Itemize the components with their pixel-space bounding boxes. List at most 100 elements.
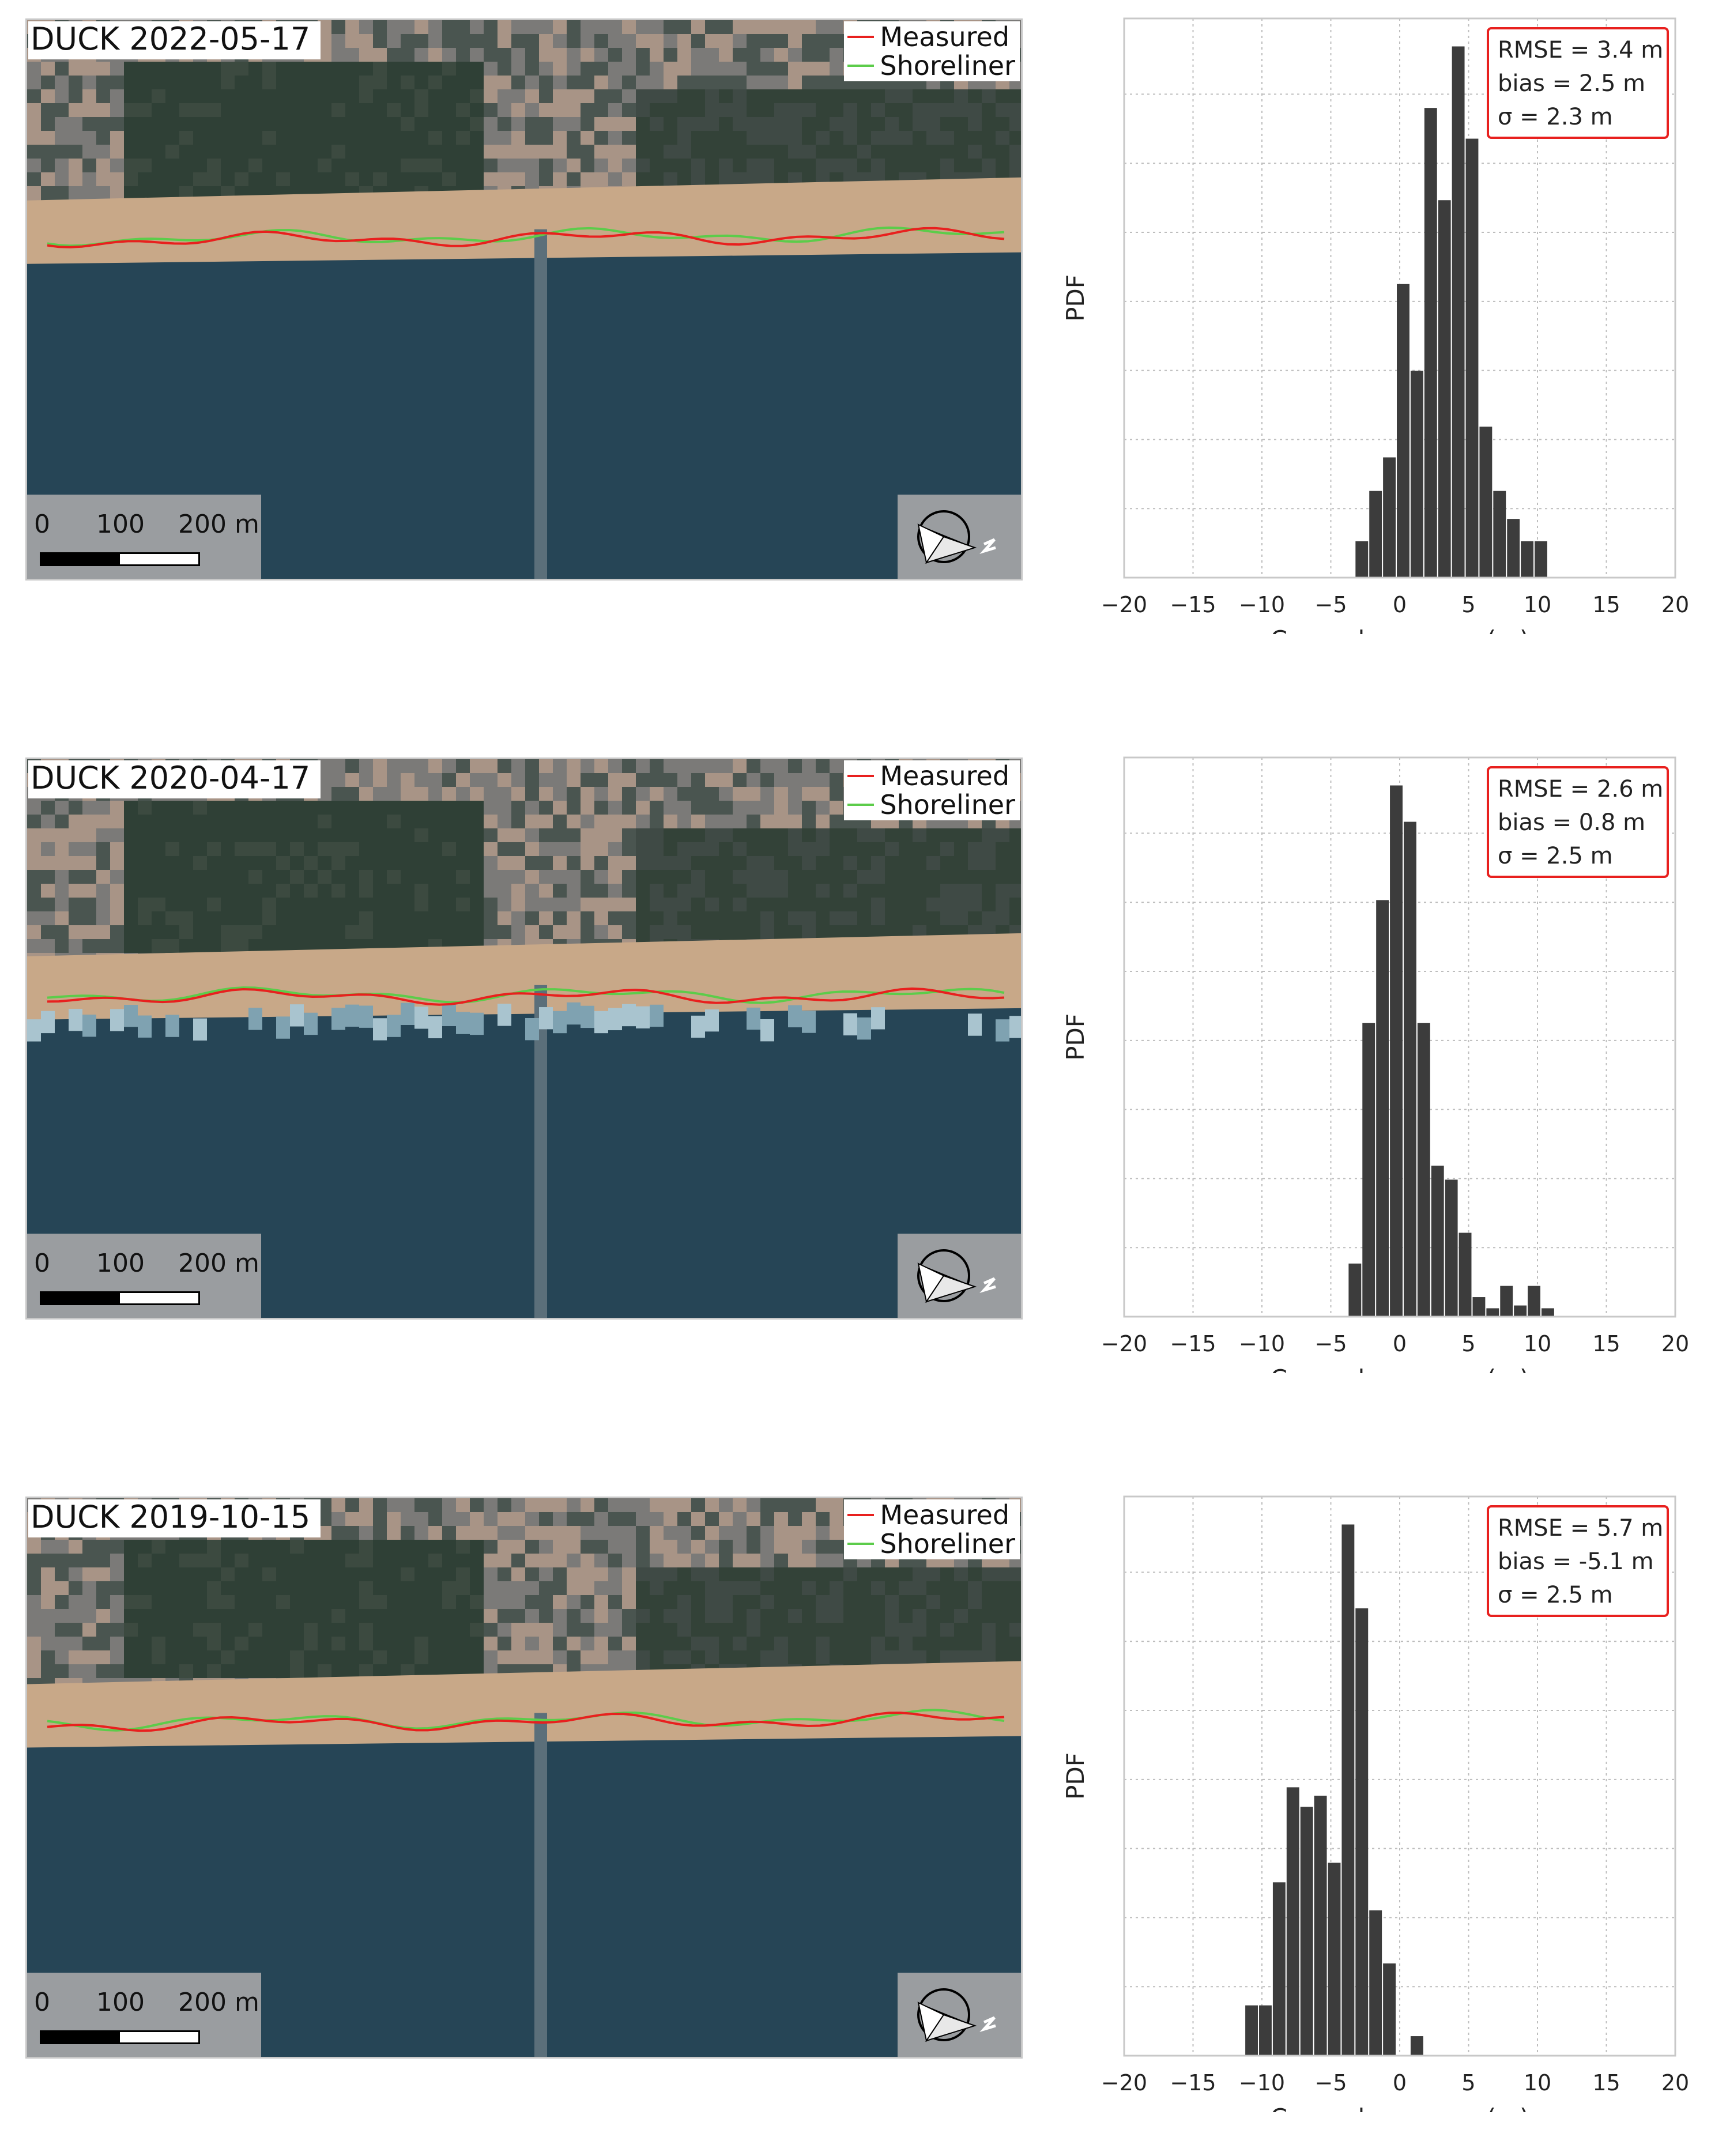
histogram-bar <box>1459 1232 1472 1317</box>
histogram-bar <box>1300 1807 1313 2056</box>
histogram-bar <box>1355 1608 1369 2056</box>
histogram-bar <box>1403 821 1416 1317</box>
scale-bar-graphic <box>40 1291 200 1305</box>
satellite-map: DUCK 2020-04-17 Measured Shoreliner 0 10… <box>25 757 1023 1320</box>
y-axis-label: PDF <box>1061 274 1090 322</box>
histogram-bar <box>1452 46 1465 578</box>
x-tick-label: 5 <box>1461 592 1475 617</box>
legend-entry-measured: Measured <box>847 22 1015 51</box>
scale-bar: 0 100 200 m <box>27 1234 261 1318</box>
scale-label-100: 100 <box>96 1988 145 2017</box>
histogram-bar <box>1245 2005 1258 2056</box>
histogram-bar <box>1514 1305 1527 1317</box>
histogram-bar <box>1272 1882 1286 2056</box>
histogram-bar <box>1314 1795 1327 2056</box>
x-tick-label: −5 <box>1314 592 1347 617</box>
map-legend: Measured Shoreliner <box>844 1499 1020 1559</box>
scale-bar-graphic <box>40 552 200 566</box>
x-axis-label: Cross-shore error (m) <box>1271 2104 1529 2112</box>
histogram-bar <box>1465 138 1479 578</box>
stats-box <box>1487 27 1669 139</box>
x-tick-label: 10 <box>1524 1331 1551 1356</box>
stats-line: bias = -5.1 m <box>1498 1548 1654 1575</box>
scale-label-200: 200 m <box>178 510 259 539</box>
x-tick-label: −10 <box>1239 592 1285 617</box>
histogram-bar <box>1259 2005 1272 2056</box>
histogram-bar <box>1417 1023 1430 1317</box>
histogram-bar <box>1493 491 1506 578</box>
satellite-image <box>27 1498 1021 2057</box>
histogram-bar <box>1383 457 1396 578</box>
stats-line: σ = 2.5 m <box>1498 843 1613 869</box>
legend-label-measured: Measured <box>880 21 1010 52</box>
histogram-bar <box>1431 1166 1444 1317</box>
north-arrow-icon <box>898 1973 1021 2057</box>
legend-entry-shoreliner: Shoreliner <box>847 1529 1015 1558</box>
x-tick-label: 0 <box>1393 1331 1407 1356</box>
histogram-bar <box>1535 541 1547 578</box>
histogram-bar <box>1376 900 1389 1317</box>
legend-label-measured: Measured <box>880 1499 1010 1531</box>
x-tick-label: 10 <box>1524 592 1551 617</box>
map-legend: Measured Shoreliner <box>844 21 1020 81</box>
histogram-bar <box>1486 1308 1499 1317</box>
x-tick-label: −15 <box>1170 1331 1216 1356</box>
north-arrow-icon <box>898 1234 1021 1318</box>
scale-bar-graphic <box>40 2030 200 2044</box>
histogram-bar <box>1362 1023 1375 1317</box>
histogram-bar <box>1521 541 1534 578</box>
histogram-bar <box>1397 284 1409 578</box>
histogram-bar <box>1479 427 1493 578</box>
histogram-bar <box>1410 371 1423 578</box>
x-tick-label: −20 <box>1101 592 1147 617</box>
satellite-map: DUCK 2019-10-15 Measured Shoreliner 0 10… <box>25 1497 1023 2059</box>
histogram-bar <box>1369 1910 1382 2056</box>
x-axis-label: Cross-shore error (m) <box>1271 1365 1529 1373</box>
stats-box <box>1487 1505 1669 1617</box>
x-tick-label: 5 <box>1461 1331 1475 1356</box>
scale-label-200: 200 m <box>178 1988 259 2017</box>
histogram-bar <box>1355 541 1369 578</box>
histogram-bar <box>1369 491 1382 578</box>
histogram-bar <box>1528 1286 1540 1317</box>
scale-label-100: 100 <box>96 510 145 539</box>
histogram-bar <box>1341 1524 1355 2056</box>
figure-row: DUCK 2020-04-17 Measured Shoreliner 0 10… <box>0 739 1711 1373</box>
legend-swatch-measured <box>847 1514 875 1516</box>
histogram-bar <box>1410 2036 1423 2056</box>
stats-box <box>1487 766 1669 878</box>
scale-bar: 0 100 200 m <box>27 1973 261 2057</box>
x-tick-label: −5 <box>1314 1331 1347 1356</box>
x-tick-label: −10 <box>1239 1331 1285 1356</box>
legend-label-measured: Measured <box>880 760 1010 791</box>
x-tick-label: 20 <box>1661 1331 1689 1356</box>
legend-entry-shoreliner: Shoreliner <box>847 51 1015 80</box>
histogram-plot: −20 −15 −10 −5 0 5 10 15 20 Cross-shore error (m)… <box>1061 756 1689 1373</box>
y-axis-label: PDF <box>1061 1013 1090 1061</box>
north-arrow-icon <box>898 495 1021 579</box>
legend-entry-measured: Measured <box>847 762 1015 790</box>
scale-bar: 0 100 200 m <box>27 495 261 579</box>
x-axis-label: Cross-shore error (m) <box>1271 625 1529 634</box>
x-tick-label: −15 <box>1170 2070 1216 2095</box>
legend-swatch-shoreliner <box>847 804 875 806</box>
x-tick-label: 5 <box>1461 2070 1475 2095</box>
x-tick-label: 15 <box>1592 1331 1620 1356</box>
map-legend: Measured Shoreliner <box>844 760 1020 820</box>
histogram-bar <box>1500 1286 1513 1317</box>
histogram-bar <box>1383 1963 1396 2056</box>
legend-swatch-measured <box>847 775 875 777</box>
x-tick-label: −5 <box>1314 2070 1347 2095</box>
figure-row: DUCK 2022-05-17 Measured Shoreliner 0 10… <box>0 0 1711 634</box>
histogram-bar <box>1390 785 1403 1317</box>
stats-line: RMSE = 3.4 m <box>1498 37 1663 63</box>
legend-swatch-shoreliner <box>847 65 875 67</box>
x-tick-label: −15 <box>1170 592 1216 617</box>
histogram-bar <box>1328 1863 1341 2056</box>
histogram-bar <box>1424 108 1437 578</box>
x-tick-label: 15 <box>1592 592 1620 617</box>
stats-line: σ = 2.3 m <box>1498 104 1613 130</box>
histogram-bar <box>1507 519 1520 578</box>
legend-label-shoreliner: Shoreliner <box>880 1528 1015 1559</box>
legend-swatch-measured <box>847 36 875 38</box>
